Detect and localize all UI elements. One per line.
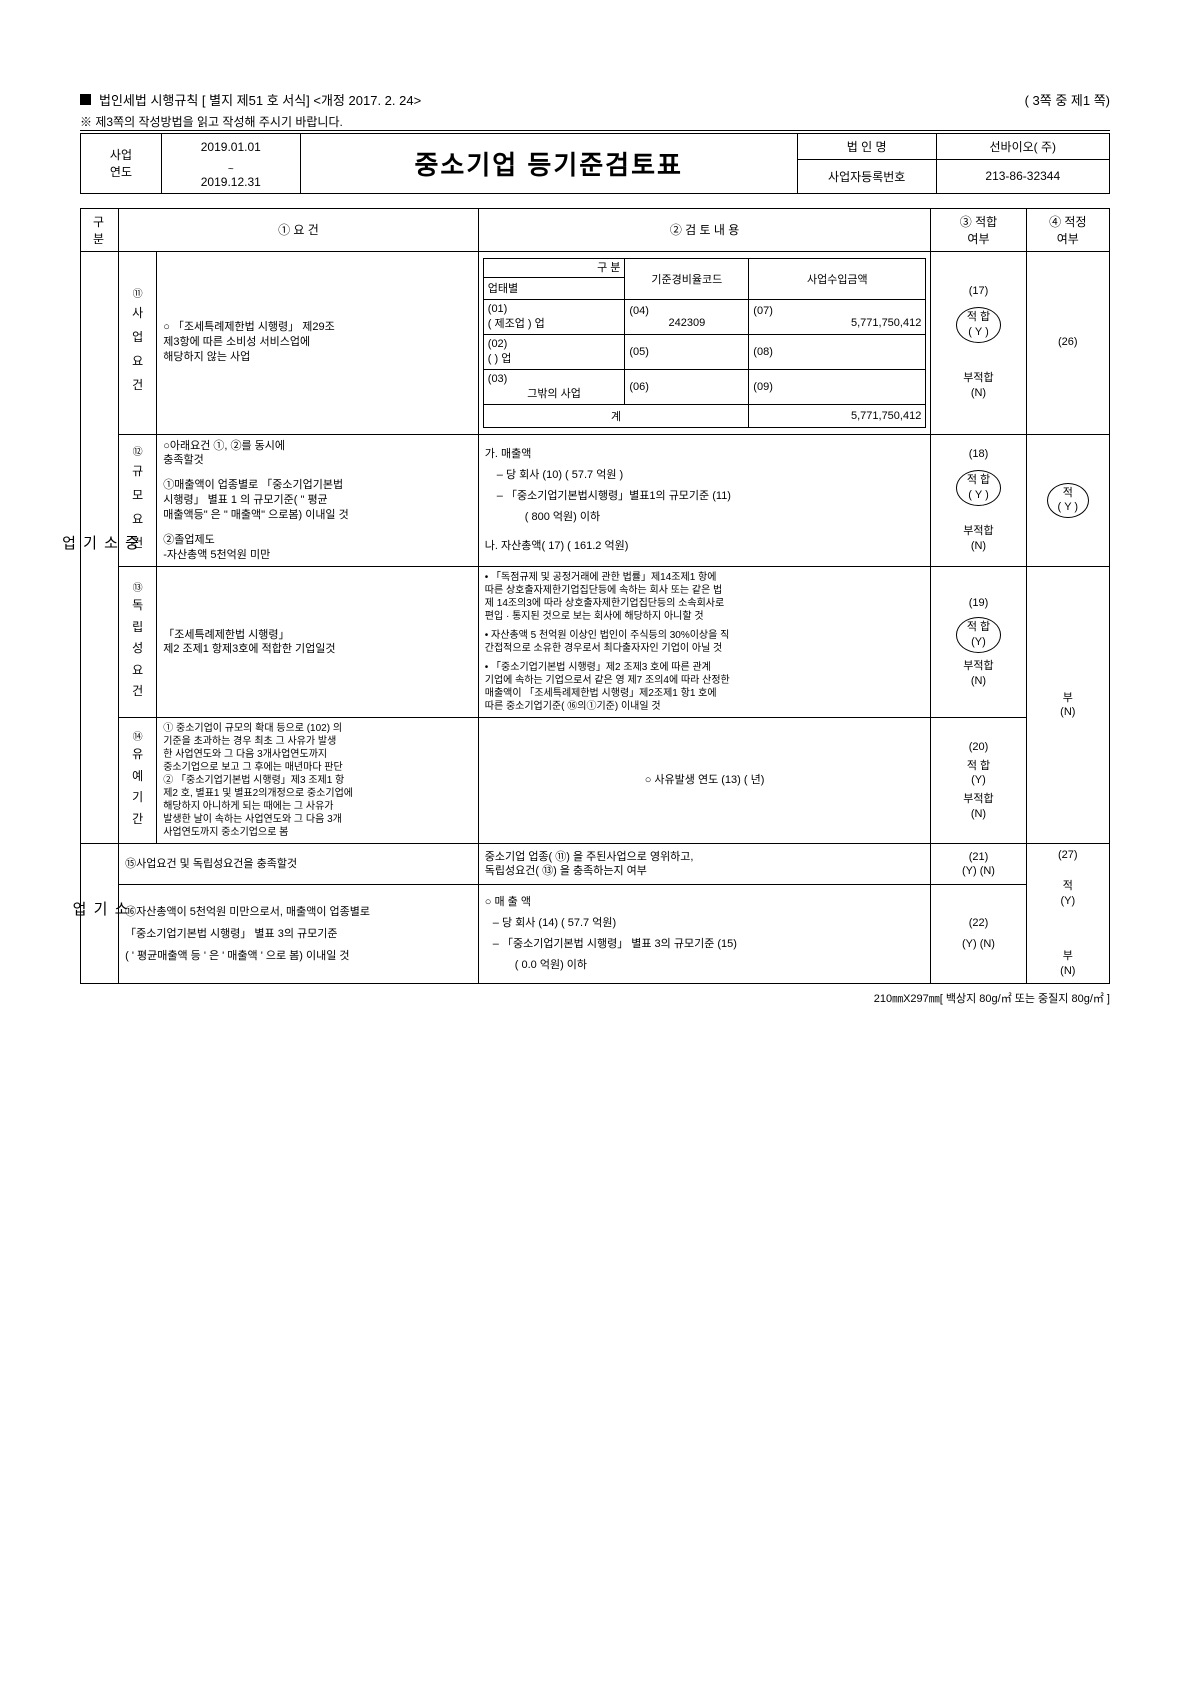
main-table: 구분 ① 요 건 ② 검 토 내 용 ③ 적합 여부 ④ 적정 여부 중 소 기…: [80, 208, 1110, 984]
row105-req: ⑮사업요건 및 독립성요건을 충족할것: [119, 844, 479, 885]
inner-r1c3: (07)5,771,750,412: [749, 299, 926, 334]
row101-fit-y: 적 합 ( Y ): [956, 307, 1001, 343]
inner-r1c2: (04)242309: [625, 299, 749, 334]
section2-label: 소 기 업: [81, 844, 119, 983]
section2-right: (27) 적 (Y) 부 (N): [1026, 844, 1109, 983]
inner-r1c1: (01)( 제조업 ) 업: [483, 299, 625, 334]
inner-gubun: 구 분: [484, 259, 625, 278]
corp-name-label: 법 인 명: [797, 134, 936, 160]
inner-sum-value: 5,771,750,412: [749, 404, 926, 427]
hdr-gubun: 구분: [81, 208, 119, 251]
section1-label: 중 소 기 업: [81, 251, 119, 844]
inner-r3c2: (06): [625, 369, 749, 404]
row103-fit: (19) 적 합 (Y) 부적합 (N): [931, 567, 1026, 718]
row102-check: 가. 매출액 – 당 회사 (10) ( 57.7 억원 ) – 「중소기업기본…: [478, 434, 931, 567]
row103-label-text: 독 립 성 요 건: [125, 595, 150, 703]
row101-num: ⑪: [125, 288, 150, 301]
row106-check: ○ 매 출 액 – 당 회사 (14) ( 57.7 억원) – 「중소기업기본…: [478, 885, 931, 983]
row102-req: ○아래요건 ①, ②를 동시에 충족할것 ①매출액이 업종별로 「중소기업기본법…: [157, 434, 479, 567]
row101-fit-n: 부적합 (N): [937, 371, 1019, 401]
row101-check: 구 분 업태별 기준경비율코드 사업수입금액 (01)( 제조업 ) 업 (04…: [478, 251, 931, 434]
row106-req: ⑯자산총액이 5천억원 미만으로서, 매출액이 업종별로 「중소기업기본법 시행…: [119, 885, 479, 983]
row101-fit: (17) 적 합 ( Y ) 부적합 (N): [931, 251, 1026, 434]
period-to-value: 2019.12.31: [168, 175, 294, 189]
row102-right: 적 ( Y ): [1026, 434, 1109, 567]
inner-r3c1: (03)그밖의 사업: [483, 369, 625, 404]
inner-h1: 구 분 업태별: [483, 258, 625, 299]
page-title: 중소기업 등기준검토표: [300, 134, 797, 194]
inner-r2c3: (08): [749, 334, 926, 369]
row104-fit: (20) 적 합 (Y) 부적합 (N): [931, 718, 1026, 844]
top-info-table: 사업 연도 2019.01.01 중소기업 등기준검토표 법 인 명 선바이오(…: [80, 133, 1110, 194]
row103-label: ⑬ 독 립 성 요 건: [119, 567, 157, 718]
row102-fit-n: 부적합 (N): [937, 524, 1019, 554]
row103-check: • 「독점규제 및 공정거래에 관한 법률」제14조제1 항에 따른 상호출자제…: [478, 567, 931, 718]
row104-req: ① 중소기업이 규모의 확대 등으로 (102) 의 기준을 초과하는 경우 최…: [157, 718, 479, 844]
row105-fit: (21) (Y) (N): [931, 844, 1026, 885]
hdr-col4: ④ 적정 여부: [1026, 208, 1109, 251]
row101-inner-table: 구 분 업태별 기준경비율코드 사업수입금액 (01)( 제조업 ) 업 (04…: [483, 258, 927, 428]
row101-req: ○ 「조세특례제한법 시행령」 제29조 제3항에 따른 소비성 서비스업에 해…: [157, 251, 479, 434]
instructions: ※ 제3쪽의 작성방법을 읽고 작성해 주시기 바랍니다.: [80, 113, 1110, 131]
row103-fit-n: 부적합 (N): [937, 659, 1019, 689]
inner-h3: 기준경비율코드: [625, 258, 749, 299]
row103-req: 「조세특례제한법 시행령」 제2 조제1 항제3호에 적합한 기업일것: [157, 567, 479, 718]
inner-r3c3: (09): [749, 369, 926, 404]
row102-fit-y: 적 합 ( Y ): [956, 470, 1001, 506]
inner-sum-label: 계: [483, 404, 749, 427]
row101-label-text: 사 업 요 건: [125, 301, 150, 397]
form-header: 법인세법 시행규칙 [ 별지 제51 호 서식] <개정 2017. 2. 24…: [99, 90, 421, 109]
row103-num: ⑬: [125, 582, 150, 595]
hdr-col2: ② 검 토 내 용: [478, 208, 931, 251]
black-square-icon: [80, 94, 91, 105]
row101-label: ⑪ 사 업 요 건: [119, 251, 157, 434]
inner-h4: 사업수입금액: [749, 258, 926, 299]
inner-uptae: 업태별: [488, 280, 621, 296]
row102-fit: (18) 적 합 ( Y ) 부적합 (N): [931, 434, 1026, 567]
row104-num: ⑭: [125, 731, 150, 744]
corp-name-value: 선바이오( 주): [936, 134, 1109, 160]
row105-check: 중소기업 업종( ⑪) 을 주된사업으로 영위하고, 독립성요건( ⑬) 을 충…: [478, 844, 931, 885]
hdr-col1: ① 요 건: [119, 208, 479, 251]
inner-r2c1: (02)( ) 업: [483, 334, 625, 369]
biz-year-label: 사업 연도: [81, 134, 162, 194]
footer: 210㎜X297㎜[ 백상지 80g/㎡ 또는 중질지 80g/㎡ ]: [80, 990, 1110, 1006]
row106-fit: (22) (Y) (N): [931, 885, 1026, 983]
row104-check: ○ 사유발생 연도 (13) ( 년): [478, 718, 931, 844]
reg-no-value: 213-86-32344: [936, 160, 1109, 194]
period-from: 2019.01.01: [161, 134, 300, 160]
period-to: ~ 2019.12.31: [161, 160, 300, 194]
row101-right: (26): [1026, 251, 1109, 434]
row104-label-text: 유 예 기 간: [125, 744, 150, 830]
period-tilde: ~: [168, 164, 294, 175]
row103-right: 부 (N): [1026, 567, 1109, 844]
page-indicator: ( 3쪽 중 제1 쪽): [1025, 90, 1110, 109]
reg-no-label: 사업자등록번호: [797, 160, 936, 194]
hdr-col3: ③ 적합 여부: [931, 208, 1026, 251]
inner-r2c2: (05): [625, 334, 749, 369]
form-header-row: 법인세법 시행규칙 [ 별지 제51 호 서식] <개정 2017. 2. 24…: [80, 90, 1110, 109]
row104-label: ⑭ 유 예 기 간: [119, 718, 157, 844]
row102-num: ⑫: [125, 446, 150, 459]
row103-fit-y: 적 합 (Y): [956, 617, 1001, 653]
